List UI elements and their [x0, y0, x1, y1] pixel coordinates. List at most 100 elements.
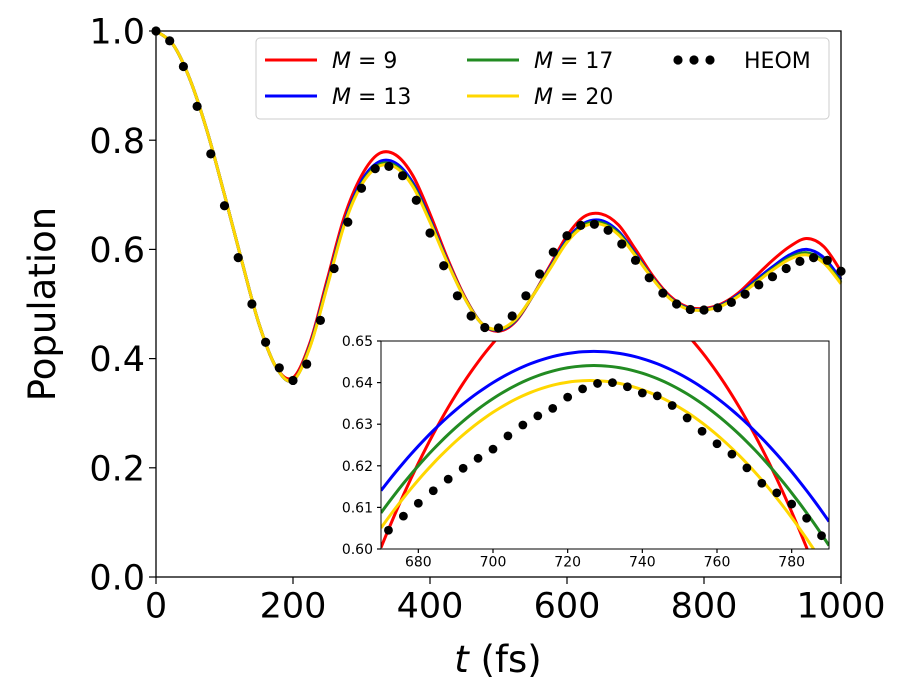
main-x-tick-label: 0 [145, 586, 167, 626]
main-heom-point [767, 272, 778, 282]
inset-y-tick-label: 0.61 [342, 500, 373, 516]
main-heom-point [576, 220, 586, 230]
main-heom-point [452, 291, 462, 301]
main-heom-point [754, 280, 764, 290]
inset-x-tick-label: 760 [704, 554, 731, 570]
main-heom-point [466, 311, 476, 321]
main-heom-point [685, 304, 695, 315]
main-heom-point [219, 201, 230, 211]
legend-label-variable: M [534, 49, 553, 74]
main-y-tick-label: 0.2 [89, 449, 145, 489]
inset-heom-point [563, 392, 573, 402]
main-heom-point [480, 322, 490, 333]
main-x-tick-label: 800 [671, 586, 738, 626]
inset-heom-point [518, 420, 528, 430]
main-heom-point [740, 289, 750, 299]
inset-heom-point [787, 499, 797, 509]
legend-label-heom: HEOM [744, 49, 811, 74]
legend-label-equals: = [553, 49, 585, 74]
legend-label-equals: = [351, 85, 383, 110]
main-heom-point [398, 171, 408, 181]
inset-heom-point [399, 511, 408, 521]
inset-heom-point [623, 382, 632, 392]
main-heom-point [425, 228, 435, 238]
inset-heom-point [757, 478, 767, 488]
inset-series-line-m-9 [381, 341, 809, 549]
inset-heom-point [727, 449, 737, 459]
main-heom-point [233, 252, 243, 263]
inset-heom-point [637, 388, 647, 398]
inset-heom-point [712, 439, 722, 449]
inset-x-tick-label: 720 [554, 554, 581, 570]
main-heom-point [726, 297, 737, 307]
inset-heom-point [652, 391, 662, 401]
main-y-tick-label: 1.0 [89, 13, 145, 53]
main-heom-point [274, 363, 284, 373]
main-y-axis-ticks: 0.0 0.2 0.4 0.6 0.8 1.0 [89, 13, 156, 599]
main-heom-point [521, 291, 531, 301]
inset-heom-point [488, 444, 498, 454]
legend-label-m-9: M = 9 [332, 49, 397, 74]
legend-label-variable: M [332, 85, 351, 110]
main-heom-point [192, 101, 202, 111]
inset-y-axis-ticks: 0.60 0.61 0.62 0.63 0.64 0.65 [342, 334, 381, 558]
main-heom-point [822, 255, 832, 265]
x-axis-label: t (fs) [454, 638, 541, 681]
inset-heom-point [578, 384, 587, 394]
inset-y-tick-label: 0.63 [342, 417, 373, 433]
main-x-tick-label: 1000 [796, 586, 885, 626]
inset-x-tick-label: 680 [405, 554, 432, 570]
inset-heom-point [772, 488, 782, 498]
legend-label-equals: = [553, 85, 585, 110]
main-heom-point [206, 149, 216, 159]
main-heom-point [247, 299, 257, 309]
main-heom-point [617, 239, 627, 249]
legend-swatch-dot [689, 55, 699, 65]
inset-x-tick-label: 700 [480, 554, 507, 570]
inset-heom-point [742, 463, 752, 473]
legend-label-m-20: M = 20 [534, 85, 613, 110]
main-heom-point [630, 255, 641, 265]
inset-heom-point [697, 426, 707, 436]
y-axis-label: Population [21, 207, 64, 401]
legend-frame [255, 37, 830, 120]
main-heom-point [165, 36, 175, 46]
inset-series-line-m-13 [381, 349, 829, 523]
inset-heom-point [667, 401, 677, 410]
main-heom-point [411, 195, 421, 205]
main-series-group [151, 26, 846, 386]
main-heom-point [384, 161, 394, 172]
inset-heom-point [443, 474, 453, 484]
main-heom-point [781, 263, 791, 274]
main-x-tick-label: 200 [260, 586, 327, 626]
legend-label-m-17: M = 17 [534, 49, 613, 74]
main-heom-point [356, 183, 367, 193]
inset-y-tick-label: 0.65 [342, 334, 373, 350]
inset-heom-point [593, 379, 602, 388]
main-heom-point [493, 323, 504, 333]
main-heom-point [658, 288, 668, 298]
inset-x-axis-ticks: 680 700 720 740 760 780 [405, 549, 805, 570]
inset-y-tick-label: 0.62 [342, 459, 373, 475]
main-heom-point [507, 311, 517, 321]
inset-heom-point [384, 525, 393, 535]
main-heom-point [302, 359, 312, 369]
inset-heom-point [817, 531, 826, 541]
inset-y-tick-label: 0.60 [342, 542, 373, 558]
main-heom-point [603, 225, 613, 235]
main-y-tick-label: 0.6 [89, 231, 145, 271]
inset-plot-frame [380, 340, 830, 550]
inset-heom-point [428, 486, 438, 496]
main-x-axis-ticks: 0 200 400 600 800 1000 [145, 577, 886, 626]
main-heom-point [439, 261, 449, 271]
inset-series-line-m-17 [381, 364, 829, 547]
inset-heom-point [473, 453, 483, 463]
inset-heom-point [458, 463, 468, 473]
inset-heom-point [503, 431, 513, 441]
main-heom-point [548, 247, 558, 257]
x-axis-label-italic: t [454, 638, 470, 681]
inset-y-tick-label: 0.64 [342, 376, 373, 392]
main-heom-point [795, 256, 805, 267]
inset-heom-point [682, 413, 692, 423]
